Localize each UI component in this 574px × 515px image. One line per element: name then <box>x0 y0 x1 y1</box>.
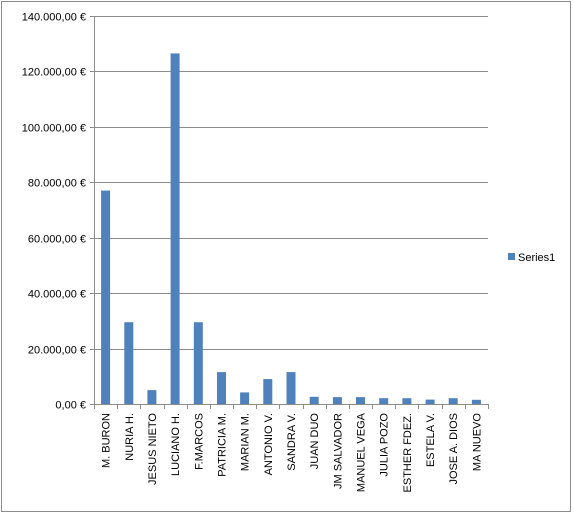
legend-label: Series1 <box>518 252 555 264</box>
bars <box>101 53 481 405</box>
y-tick-label: 140.000,00 € <box>22 12 86 24</box>
category-label: MANUEL VEGA <box>356 412 368 492</box>
legend: Series1 <box>508 252 555 264</box>
bar <box>240 392 250 404</box>
category-label: ANTONIO V. <box>263 413 275 475</box>
bar <box>448 398 458 404</box>
bar <box>147 390 157 404</box>
bar <box>332 397 342 404</box>
category-label: ESTELA V. <box>425 413 437 467</box>
axes <box>94 16 488 405</box>
category-label: JOSE A. DIOS <box>448 413 460 485</box>
y-tick-label: 80.000,00 € <box>28 178 86 190</box>
category-label: SANDRA V. <box>286 413 298 471</box>
category-label: F.MARCOS <box>193 413 205 470</box>
category-label: M. BURON <box>101 413 113 468</box>
category-labels: M. BURON NURIA H. JESUS NIETO LUCIANO H. F.M… <box>101 412 484 492</box>
bar <box>193 322 203 404</box>
gridlines <box>90 16 488 405</box>
bar <box>402 398 412 404</box>
bar <box>379 398 389 404</box>
bar <box>263 379 273 404</box>
category-label: LUCIANO H. <box>170 413 182 476</box>
y-tick-labels: 0,00 € 20.000,00 € 40.000,00 € 60.000,00 € 8… <box>22 12 86 412</box>
legend-swatch <box>508 253 515 260</box>
bar <box>101 190 111 404</box>
y-tick-label: 20.000,00 € <box>28 345 86 357</box>
category-label: NURIA H. <box>124 413 136 461</box>
bar <box>356 397 365 404</box>
category-label: MA NUEVO <box>471 413 483 472</box>
y-tick-label: 40.000,00 € <box>28 289 86 301</box>
bar <box>170 53 180 405</box>
bar <box>309 396 319 404</box>
category-label: JM SALVADOR <box>332 413 344 489</box>
category-label: PATRICIA M. <box>216 413 228 477</box>
bar <box>286 372 296 404</box>
bar <box>124 322 134 404</box>
y-tick-label: 60.000,00 € <box>28 234 86 246</box>
y-tick-label: 100.000,00 € <box>22 123 86 135</box>
bar <box>217 372 226 404</box>
y-tick-label: 0,00 € <box>55 400 86 412</box>
category-label: ESTHER FDEZ. <box>402 413 414 492</box>
y-tick-label: 120.000,00 € <box>22 67 86 79</box>
bar <box>425 399 435 404</box>
x-tick-marks <box>94 404 489 409</box>
category-label: JULIA POZO <box>379 413 391 477</box>
category-label: JUAN DUO <box>309 413 321 470</box>
category-label: JESUS NIETO <box>147 413 159 485</box>
bar <box>471 399 481 404</box>
category-label: MARIAN M. <box>240 413 252 471</box>
